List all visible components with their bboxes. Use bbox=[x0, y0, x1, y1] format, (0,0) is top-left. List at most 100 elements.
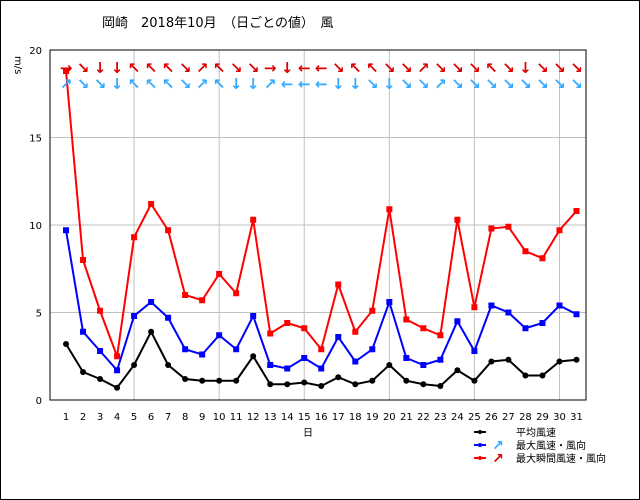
x-tick-label: 17 bbox=[332, 412, 345, 423]
data-point bbox=[216, 271, 223, 277]
wind-direction-icon: ↘ bbox=[519, 75, 532, 93]
data-point bbox=[80, 369, 87, 375]
wind-direction-icon: ↘ bbox=[179, 75, 192, 93]
wind-direction-icon: ↖ bbox=[162, 75, 175, 93]
data-point bbox=[403, 377, 410, 384]
x-tick-label: 14 bbox=[281, 412, 294, 423]
data-point bbox=[233, 346, 240, 353]
x-tick-label: 27 bbox=[502, 412, 515, 423]
legend-swatch-marker bbox=[478, 456, 482, 460]
data-point bbox=[114, 384, 121, 391]
data-point bbox=[97, 348, 104, 354]
x-tick-label: 8 bbox=[182, 412, 188, 423]
x-tick-label: 31 bbox=[570, 412, 583, 423]
wind-direction-icon: ↘ bbox=[179, 59, 192, 77]
wind-direction-icon: ↓ bbox=[111, 75, 124, 93]
data-point bbox=[63, 68, 70, 74]
x-tick-label: 4 bbox=[114, 412, 120, 423]
wind-direction-icon: ↖ bbox=[145, 75, 158, 93]
data-point bbox=[199, 297, 206, 304]
data-point bbox=[131, 362, 138, 368]
data-point bbox=[284, 365, 291, 372]
wind-direction-icon: ↗ bbox=[264, 75, 277, 93]
data-point bbox=[437, 356, 444, 363]
x-tick-label: 21 bbox=[400, 412, 413, 423]
wind-direction-icon: ↘ bbox=[468, 59, 481, 77]
x-tick-label: 10 bbox=[213, 412, 226, 423]
data-point bbox=[505, 309, 512, 316]
x-tick-label: 20 bbox=[383, 412, 396, 423]
data-point bbox=[250, 353, 257, 360]
legend-arrow-icon: ↗ bbox=[492, 438, 504, 454]
x-axis-label: 日 bbox=[303, 428, 313, 439]
data-point bbox=[250, 313, 257, 319]
data-point bbox=[369, 377, 376, 384]
wind-direction-icon: ↗ bbox=[434, 75, 447, 93]
legend-label: 最大瞬間風速・風向 bbox=[516, 452, 606, 465]
wind-direction-icon: ↘ bbox=[553, 59, 566, 77]
data-point bbox=[488, 358, 495, 365]
data-point bbox=[556, 227, 563, 234]
data-point bbox=[233, 290, 240, 297]
wind-direction-icon: ↘ bbox=[383, 59, 396, 77]
data-point bbox=[403, 316, 410, 323]
wind-direction-icon: → bbox=[60, 59, 73, 77]
data-point bbox=[131, 234, 138, 241]
data-point bbox=[165, 314, 172, 321]
wind-direction-icon: ↗ bbox=[60, 75, 73, 93]
data-point bbox=[386, 362, 393, 368]
data-point bbox=[267, 362, 274, 368]
x-tick-label: 16 bbox=[315, 412, 328, 423]
data-point bbox=[80, 328, 87, 335]
wind-direction-icon: ↖ bbox=[485, 59, 498, 77]
wind-direction-icon: ↓ bbox=[247, 75, 260, 93]
data-point bbox=[505, 223, 512, 230]
data-point bbox=[148, 328, 155, 335]
data-point bbox=[471, 377, 478, 384]
x-tick-label: 23 bbox=[434, 412, 447, 423]
data-point bbox=[267, 330, 274, 337]
data-point bbox=[165, 227, 172, 234]
wind-direction-icon: ↘ bbox=[570, 59, 583, 77]
data-point bbox=[539, 372, 546, 379]
data-point bbox=[437, 332, 444, 339]
x-tick-label: 13 bbox=[264, 412, 277, 423]
data-point bbox=[318, 365, 325, 372]
wind-direction-icon: ↓ bbox=[332, 75, 345, 93]
wind-direction-icon: ↘ bbox=[417, 75, 430, 93]
wind-direction-icon: ↘ bbox=[94, 75, 107, 93]
legend-label: 平均風速 bbox=[516, 427, 556, 439]
wind-direction-icon: ↘ bbox=[536, 59, 549, 77]
data-point bbox=[471, 304, 478, 311]
x-tick-label: 1 bbox=[63, 412, 69, 423]
wind-direction-icon: ← bbox=[298, 59, 311, 77]
data-point bbox=[301, 379, 308, 386]
data-point bbox=[471, 348, 478, 354]
x-tick-label: 3 bbox=[97, 412, 103, 423]
wind-direction-icon: ↘ bbox=[468, 75, 481, 93]
wind-direction-icon: ↖ bbox=[349, 59, 362, 77]
data-point bbox=[97, 376, 104, 382]
wind-direction-icon: ↘ bbox=[451, 59, 464, 77]
data-point bbox=[165, 362, 172, 368]
x-tick-label: 15 bbox=[298, 412, 311, 423]
series-line bbox=[65, 70, 578, 357]
x-tick-label: 26 bbox=[485, 412, 498, 423]
y-tick-label: 5 bbox=[36, 309, 42, 320]
wind-direction-icon: ↓ bbox=[349, 75, 362, 93]
data-point bbox=[267, 381, 274, 388]
wind-direction-icon: ↘ bbox=[230, 59, 243, 77]
x-tick-label: 28 bbox=[519, 412, 532, 423]
data-point bbox=[420, 362, 427, 368]
data-point bbox=[454, 216, 461, 223]
data-point bbox=[318, 346, 325, 353]
data-point bbox=[199, 377, 206, 384]
x-tick-label: 22 bbox=[417, 412, 430, 423]
data-point bbox=[573, 208, 580, 214]
data-point bbox=[539, 320, 546, 326]
data-point bbox=[573, 311, 580, 318]
data-point bbox=[182, 292, 189, 298]
data-point bbox=[420, 381, 427, 388]
y-tick-label: 20 bbox=[29, 46, 42, 57]
